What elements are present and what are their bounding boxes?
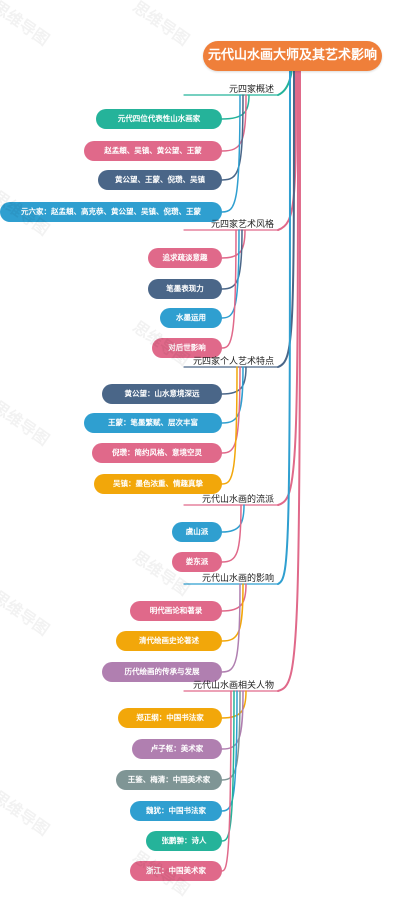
root-topic[interactable]: 元代山水画大师及其艺术影响 xyxy=(203,41,382,71)
branch-line xyxy=(221,690,238,812)
branch-line xyxy=(221,504,245,533)
trunk-line xyxy=(277,67,299,506)
branch-line xyxy=(221,229,237,349)
leaf-topic[interactable]: 水墨运用 xyxy=(160,308,222,328)
branch-line xyxy=(221,94,250,120)
branch-line xyxy=(221,583,247,612)
section-label[interactable]: 元代山水画的流派 xyxy=(201,495,274,505)
section-label[interactable]: 元代山水画相关人物 xyxy=(192,681,274,691)
leaf-topic[interactable]: 倪瓒：简约风格、意境空灵 xyxy=(92,443,222,463)
leaf-topic[interactable]: 虞山派 xyxy=(172,522,222,542)
leaf-topic[interactable]: 魏犹：中国书法家 xyxy=(130,801,222,821)
leaf-topic[interactable]: 明代画论和著录 xyxy=(130,601,222,621)
branch-line xyxy=(221,229,246,259)
branch-line xyxy=(221,94,241,213)
branch-line xyxy=(221,690,232,872)
leaf-topic[interactable]: 历代绘画的传承与发展 xyxy=(102,662,222,682)
leaf-topic[interactable]: 元六家：赵孟頫、高克恭、黄公望、吴镇、倪瓒、王蒙 xyxy=(0,202,222,222)
leaf-topic[interactable]: 吴镇：墨色浓重、情趣真挚 xyxy=(94,474,222,494)
branch-line xyxy=(221,366,247,395)
leaf-topic[interactable]: 王鉴、梅清：中国美术家 xyxy=(116,770,222,790)
leaf-topic[interactable]: 对后世影响 xyxy=(152,338,222,358)
leaf-topic[interactable]: 郑正纲：中国书法家 xyxy=(118,708,222,728)
trunk-line xyxy=(277,67,291,585)
section-label[interactable]: 元四家艺术风格 xyxy=(210,220,274,230)
branch-line xyxy=(221,583,241,673)
trunk-line xyxy=(277,67,301,692)
branch-line xyxy=(221,366,238,485)
trunk-line xyxy=(277,67,295,368)
section-label[interactable]: 元四家概述 xyxy=(228,85,274,95)
leaf-topic[interactable]: 清代绘画史论著述 xyxy=(116,631,222,651)
leaf-topic[interactable]: 卢子枢：美术家 xyxy=(132,739,222,759)
section-label[interactable]: 元四家个人艺术特点 xyxy=(192,357,274,367)
leaf-topic[interactable]: 张鹏翀：诗人 xyxy=(146,831,222,851)
leaf-topic[interactable]: 娄东派 xyxy=(172,552,222,572)
leaf-topic[interactable]: 赵孟頫、吴镇、黄公望、王蒙 xyxy=(84,141,222,161)
leaf-topic[interactable]: 元代四位代表性山水画家 xyxy=(96,109,222,129)
branch-line xyxy=(221,690,235,842)
section-label[interactable]: 元代山水画的影响 xyxy=(201,574,274,584)
branch-line xyxy=(221,690,247,719)
leaf-topic[interactable]: 黄公望：山水意境深远 xyxy=(102,384,222,404)
leaf-topic[interactable]: 王蒙：笔墨繁赋、层次丰富 xyxy=(84,413,222,433)
leaf-topic[interactable]: 追求疏淡意趣 xyxy=(148,248,222,268)
leaf-topic[interactable]: 黄公望、王蒙、倪瓒、吴镇 xyxy=(98,170,222,190)
leaf-topic[interactable]: 浙江：中国美术家 xyxy=(130,861,222,881)
leaf-topic[interactable]: 笔墨表现力 xyxy=(148,279,222,299)
branch-line xyxy=(221,504,242,563)
